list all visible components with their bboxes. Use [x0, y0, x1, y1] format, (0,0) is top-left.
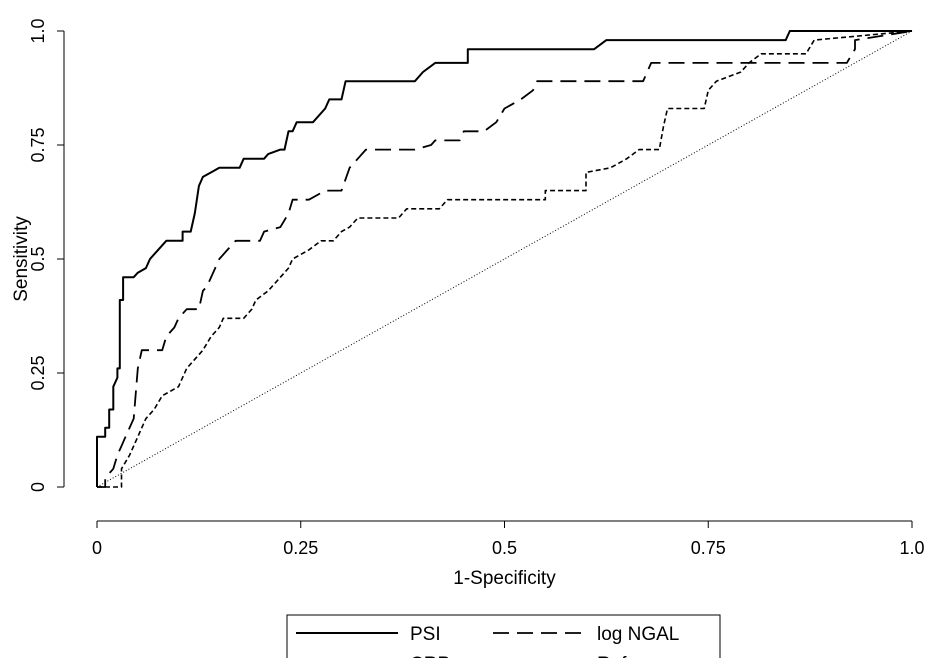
y-axis-title: Sensitivity — [11, 216, 32, 302]
y-tick-label: 0.25 — [28, 355, 48, 390]
legend-label-crp: CRP — [410, 654, 450, 658]
x-axis: 0 0.25 0.5 0.75 1.0 — [92, 520, 925, 558]
y-tick-label: 0 — [28, 482, 48, 492]
series-line-log-ngal — [97, 30, 913, 488]
x-axis-title: 1-Specificity — [453, 568, 556, 589]
x-tick-label: 0 — [92, 538, 102, 558]
y-axis: 0 0.25 0.5 0.75 1.0 — [28, 18, 65, 492]
x-tick-label: 1.0 — [899, 538, 924, 558]
series-line-crp — [97, 30, 913, 488]
x-tick-label: 0.75 — [691, 538, 726, 558]
y-tick-label: 0.5 — [28, 246, 48, 271]
y-tick-label: 0.75 — [28, 127, 48, 162]
legend-box — [286, 614, 721, 658]
plot-area — [96, 30, 913, 488]
y-tick-label: 1.0 — [28, 18, 48, 43]
legend-label-psi: PSI — [410, 624, 441, 645]
legend-label-log-ngal: log NGAL — [597, 624, 679, 645]
legend-label-reference: Reference — [597, 654, 685, 658]
x-tick-label: 0.5 — [492, 538, 517, 558]
series-line-psi — [96, 30, 912, 487]
x-tick-label: 0.25 — [283, 538, 318, 558]
legend: PSI log NGAL CRP Reference — [286, 614, 721, 658]
